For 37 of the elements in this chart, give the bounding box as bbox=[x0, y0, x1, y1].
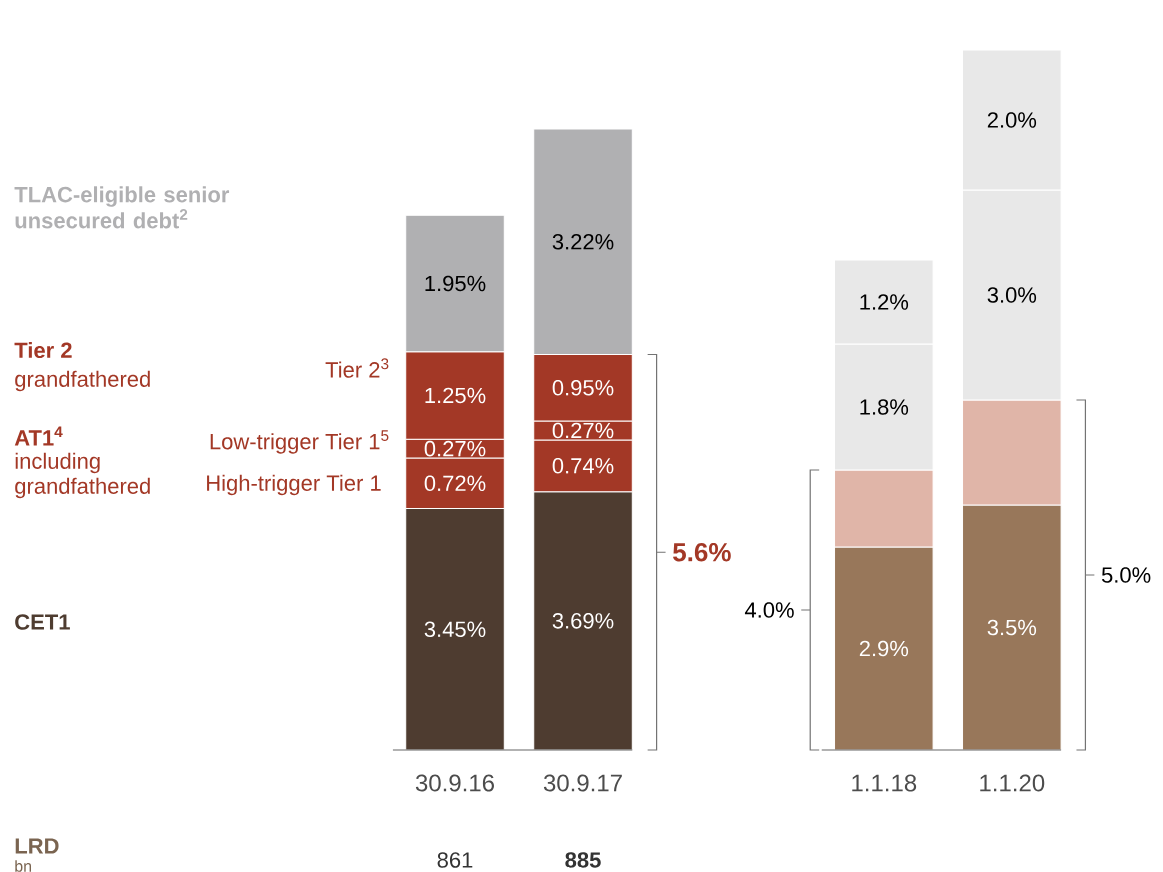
data-label: 3.45% bbox=[424, 621, 486, 638]
series-label: Low-trigger Tier 1$^{5}$ bbox=[210, 430, 389, 454]
text: CET1 bbox=[15, 614, 70, 630]
text: LRD bbox=[15, 838, 59, 854]
data-label: 1.8% bbox=[860, 399, 909, 415]
text: 885 bbox=[565, 852, 601, 868]
data-label: 0.74% bbox=[552, 458, 614, 474]
text: grandfathered bbox=[15, 370, 150, 392]
data-label: 1.2% bbox=[860, 294, 909, 310]
data-label: 2.9% bbox=[859, 640, 909, 657]
data-label: 1.95% bbox=[425, 275, 486, 292]
data-label: 0.72% bbox=[424, 475, 486, 492]
text: AT1$^{4}$ bbox=[14, 426, 63, 446]
text: 861 bbox=[437, 852, 473, 868]
data-label: 1.25% bbox=[425, 387, 486, 404]
text: bn bbox=[15, 860, 32, 872]
series-label: Tier 2$^{3}$ bbox=[325, 358, 389, 378]
data-label: 3.22% bbox=[552, 234, 614, 250]
text: including bbox=[15, 452, 100, 474]
data-label: 3.5% bbox=[987, 619, 1037, 636]
x-tick-label: 1.1.18 bbox=[852, 774, 917, 792]
x-tick-label: 30.9.16 bbox=[415, 774, 494, 792]
text: grandfathered bbox=[15, 477, 150, 499]
data-label: 0.27% bbox=[424, 440, 486, 457]
data-label: 3.69% bbox=[552, 613, 614, 629]
series-label: High-trigger Tier 1 bbox=[207, 474, 381, 496]
data-label: 0.27% bbox=[552, 422, 614, 439]
annotation: 4.0% bbox=[744, 602, 794, 618]
x-tick-label: 1.1.20 bbox=[980, 774, 1045, 792]
text: TLAC-eligible senior unsecured debt$^{2}$ bbox=[14, 186, 230, 229]
x-tick-label: 30.9.17 bbox=[543, 774, 622, 792]
text: Tier 2 bbox=[14, 341, 72, 359]
data-label: 0.95% bbox=[552, 379, 614, 396]
data-label: 3.0% bbox=[987, 287, 1037, 303]
annotation: 5.6% bbox=[673, 543, 731, 562]
text: 5.0% bbox=[1101, 567, 1151, 583]
data-label: 2.0% bbox=[987, 112, 1037, 128]
